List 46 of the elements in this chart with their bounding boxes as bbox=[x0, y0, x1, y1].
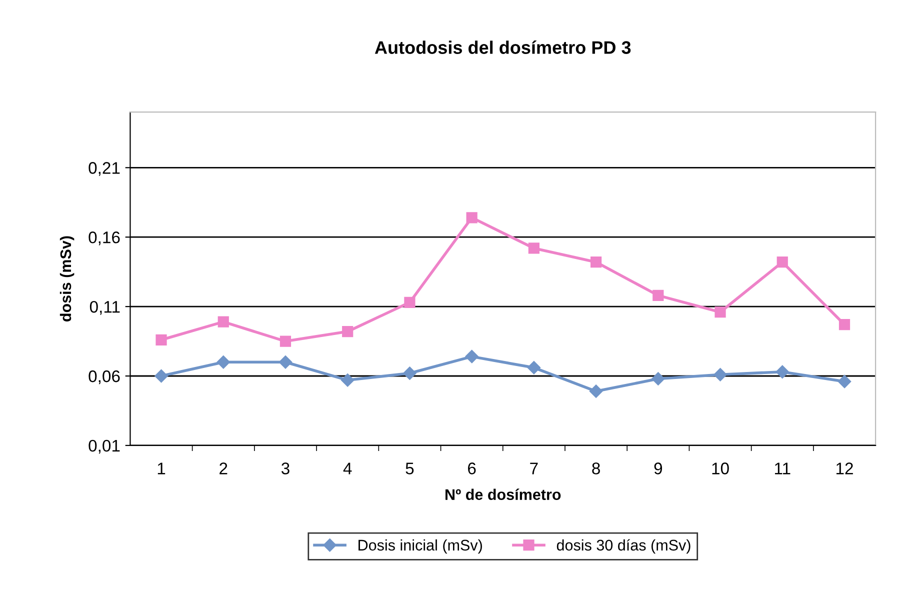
x-tick-label: 3 bbox=[281, 462, 290, 474]
x-tick-label: 12 bbox=[836, 462, 853, 474]
y-tick-label: 0,06 bbox=[88, 370, 120, 384]
x-tick-label: 11 bbox=[775, 462, 790, 474]
x-tick-label: 5 bbox=[406, 462, 414, 474]
point bbox=[589, 384, 603, 398]
point bbox=[156, 334, 167, 346]
point bbox=[714, 368, 727, 382]
point bbox=[838, 319, 850, 330]
legend-label: dosis 30 días (mSv) bbox=[556, 539, 690, 554]
point bbox=[590, 256, 602, 268]
y-axis-title: dosis (mSv) bbox=[60, 236, 74, 322]
chart-title: Autodosis del dosímetro PD 3 bbox=[374, 40, 631, 54]
point bbox=[527, 361, 541, 374]
point bbox=[218, 316, 229, 328]
point bbox=[280, 336, 292, 347]
point bbox=[652, 372, 665, 386]
point bbox=[776, 365, 789, 378]
x-tick-label: 7 bbox=[530, 462, 538, 474]
y-tick-label: 0,01 bbox=[88, 440, 120, 454]
x-tick-label: 9 bbox=[654, 462, 662, 474]
point bbox=[342, 326, 354, 338]
x-tick-label: 8 bbox=[592, 462, 600, 474]
point bbox=[403, 366, 416, 380]
y-tick-label: 0,16 bbox=[88, 232, 120, 246]
x-tick-label: 1 bbox=[158, 462, 166, 474]
y-tick-label: 0,11 bbox=[90, 300, 120, 315]
point bbox=[278, 356, 292, 369]
point bbox=[404, 296, 416, 308]
y-tick-label: 0,21 bbox=[88, 162, 120, 176]
legend-label: Dosis inicial (mSv) bbox=[358, 539, 482, 554]
x-axis-title: Nº de dosímetro bbox=[446, 488, 561, 500]
point bbox=[216, 356, 230, 369]
point bbox=[465, 350, 478, 364]
point bbox=[838, 374, 852, 388]
point bbox=[466, 212, 478, 224]
x-tick-label: 4 bbox=[343, 462, 352, 474]
point bbox=[528, 242, 540, 254]
point bbox=[714, 306, 726, 318]
point bbox=[154, 369, 168, 383]
point bbox=[776, 256, 788, 268]
x-tick-label: 2 bbox=[220, 462, 228, 474]
point bbox=[341, 374, 354, 387]
x-tick-label: 10 bbox=[712, 462, 729, 474]
x-tick-label: 6 bbox=[468, 462, 476, 474]
point bbox=[652, 290, 664, 301]
